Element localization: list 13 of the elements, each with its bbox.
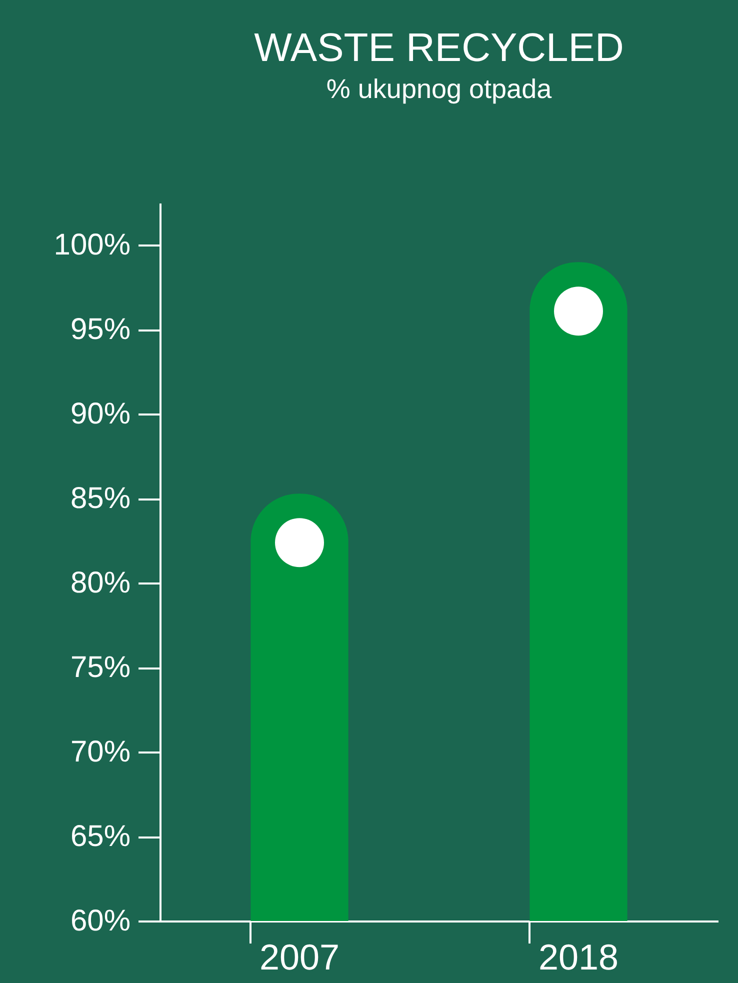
chart-title: WASTE RECYCLED: [254, 26, 624, 70]
y-tick-label: 90%: [70, 398, 130, 431]
y-tick-label: 60%: [70, 904, 130, 938]
x-tick-label: 2007: [259, 936, 340, 978]
chart-subtitle: % ukupnog otpada: [326, 74, 553, 104]
y-tick-label: 85%: [70, 482, 130, 516]
y-tick-label: 100%: [54, 228, 130, 262]
y-tick-label: 70%: [70, 736, 130, 769]
y-tick-label: 65%: [70, 820, 130, 854]
y-tick-label: 80%: [70, 566, 130, 600]
x-tick-label: 2018: [538, 936, 619, 978]
y-tick-label: 95%: [70, 313, 130, 346]
y-tick-label: 75%: [70, 651, 130, 684]
